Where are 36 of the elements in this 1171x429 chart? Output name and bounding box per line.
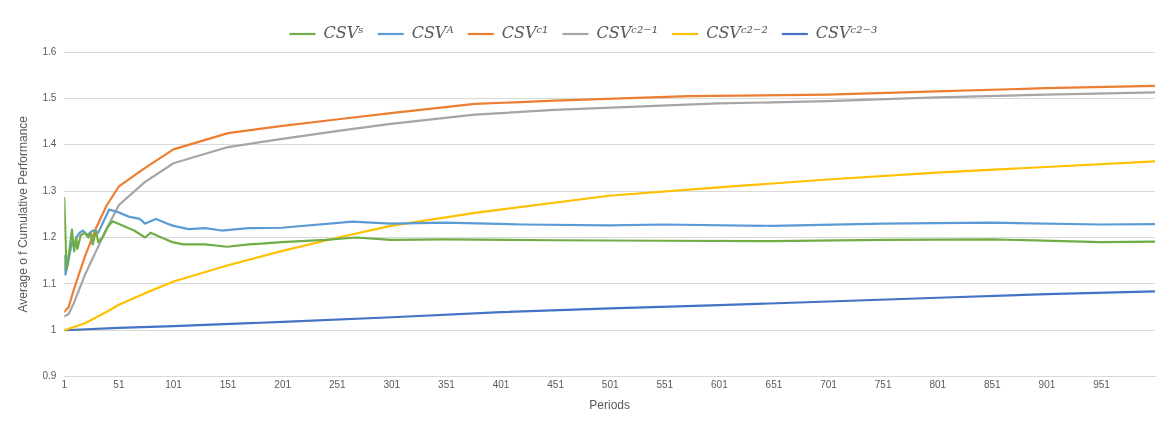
y-tick-label: 1.1 <box>42 277 57 289</box>
x-tick-label: 1 <box>61 379 68 391</box>
x-tick-label: 901 <box>1038 379 1056 391</box>
x-tick-label: 751 <box>874 379 892 391</box>
x-tick-label: 301 <box>383 379 401 391</box>
x-tick-label: 101 <box>165 379 183 391</box>
y-tick-label: 1.2 <box>42 231 57 243</box>
x-tick-label: 151 <box>219 379 237 391</box>
x-tick-label: 601 <box>711 379 729 391</box>
x-tick-label: 701 <box>820 379 838 391</box>
x-tick-label: 351 <box>438 379 456 391</box>
x-axis-title: Periods <box>589 398 630 413</box>
x-tick-label: 51 <box>113 379 125 391</box>
y-tick-label: 1.6 <box>42 45 57 57</box>
x-tick-label: 651 <box>765 379 783 391</box>
y-tick-label: 0.9 <box>42 370 57 382</box>
y-axis-title: Average o f Cumulative Performance <box>15 115 30 313</box>
legend-label: CSVᶜ²⁻² <box>706 23 768 43</box>
x-tick-label: 501 <box>601 379 619 391</box>
x-tick-label: 451 <box>547 379 565 391</box>
x-tick-label: 851 <box>983 379 1002 391</box>
x-tick-label: 951 <box>1093 379 1111 391</box>
x-tick-label: 401 <box>492 379 510 391</box>
legend-label: CSVᶜ¹ <box>501 23 549 43</box>
legend-label: CSVᶜ²⁻³ <box>815 23 878 43</box>
x-tick-label: 201 <box>274 379 292 391</box>
legend-label: CSVᴬ <box>411 23 454 43</box>
y-tick-label: 1.5 <box>42 92 57 104</box>
x-tick-label: 251 <box>328 379 347 391</box>
y-tick-label: 1.4 <box>42 138 57 150</box>
y-tick-label: 1 <box>50 323 57 335</box>
legend-label: CSVᶜ²⁻¹ <box>596 23 659 43</box>
y-tick-label: 1.3 <box>42 184 57 196</box>
x-tick-label: 551 <box>656 379 674 391</box>
legend-label: CSVˢ <box>323 23 364 43</box>
x-tick-label: 801 <box>929 379 947 391</box>
